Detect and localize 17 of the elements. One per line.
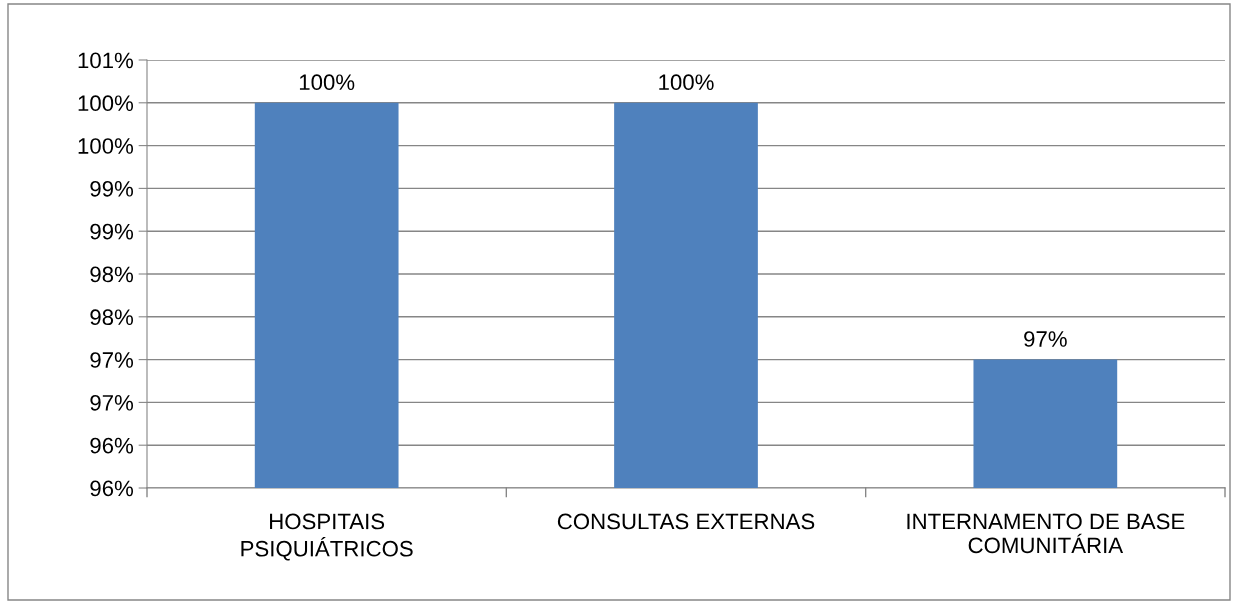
y-tick-label: 98% (90, 309, 134, 326)
y-tick-label: 96% (90, 437, 134, 454)
y-tick-label: 97% (90, 394, 134, 411)
x-tick-label: INTERNAMENTO DE BASE COMUNITÁRIA (907, 513, 1185, 554)
y-tick-label: 98% (90, 266, 134, 283)
y-tick-label: 100% (78, 138, 134, 154)
y-tick-label: 101% (78, 52, 134, 69)
y-tick-label: 97% (90, 352, 134, 368)
data-label: 100% (299, 74, 355, 91)
x-tick-label: CONSULTAS EXTERNAS (557, 513, 815, 530)
data-label: 100% (659, 74, 714, 91)
y-tick-label: 99% (90, 223, 134, 240)
x-tick-label: HOSPITAIS PSIQUIÁTRICOS (241, 513, 413, 561)
y-tick-label: 100% (78, 95, 134, 112)
y-tick-label: 99% (90, 180, 134, 197)
y-tick-label: 96% (90, 480, 134, 497)
data-label: 97% (1024, 331, 1067, 347)
